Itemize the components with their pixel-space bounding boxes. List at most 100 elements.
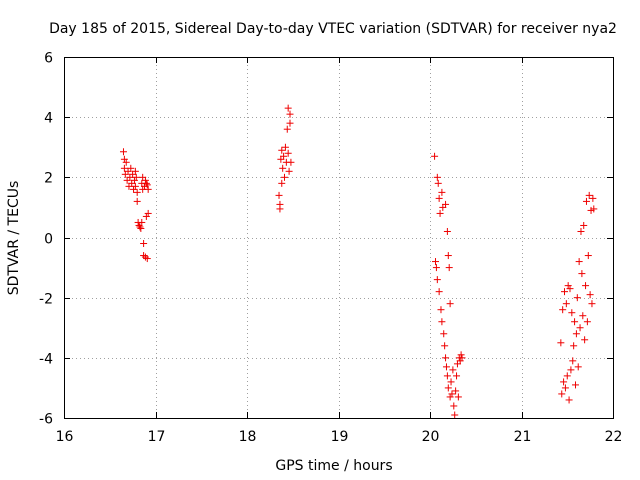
data-point xyxy=(580,221,588,229)
axis-ticks xyxy=(64,57,614,419)
data-point xyxy=(443,372,451,380)
data-point xyxy=(579,312,587,320)
data-point xyxy=(454,393,462,401)
data-point xyxy=(141,176,149,184)
data-point xyxy=(442,363,450,371)
data-point xyxy=(446,300,454,308)
data-point xyxy=(583,318,591,326)
data-point xyxy=(438,188,446,196)
data-point xyxy=(560,378,568,386)
data-point xyxy=(130,185,138,193)
data-point xyxy=(276,205,284,213)
data-point xyxy=(585,191,593,199)
data-point xyxy=(140,240,148,248)
data-point xyxy=(137,224,145,232)
data-point xyxy=(576,324,584,332)
data-point xyxy=(558,390,566,398)
data-point xyxy=(281,143,289,151)
data-point xyxy=(563,372,571,380)
data-point xyxy=(573,294,581,302)
data-point xyxy=(443,227,451,235)
data-point xyxy=(559,306,567,314)
data-point xyxy=(286,119,294,127)
data-point xyxy=(434,179,442,187)
data-point xyxy=(574,363,582,371)
data-point xyxy=(458,354,466,362)
y-tick-labels: -6 -4 -2 0 2 4 6 xyxy=(39,51,53,428)
data-point xyxy=(133,188,141,196)
x-tick-label: 17 xyxy=(148,429,166,445)
data-point xyxy=(278,179,286,187)
data-point xyxy=(571,318,579,326)
data-point xyxy=(569,357,577,365)
data-point xyxy=(453,372,461,380)
data-point xyxy=(119,148,127,156)
data-point xyxy=(431,152,439,160)
data-point xyxy=(436,209,444,217)
data-point xyxy=(432,264,440,272)
data-point xyxy=(281,173,289,181)
grid xyxy=(64,57,613,418)
data-point xyxy=(584,252,592,260)
data-point xyxy=(143,255,151,263)
y-tick-label: 0 xyxy=(44,232,53,248)
data-point xyxy=(142,212,150,220)
y-tick-label: 2 xyxy=(44,171,53,187)
data-point xyxy=(572,330,580,338)
data-point xyxy=(444,252,452,260)
data-point xyxy=(275,191,283,199)
y-axis-label: SDTVAR / TECUs xyxy=(6,181,22,296)
data-point xyxy=(437,306,445,314)
data-point xyxy=(435,194,443,202)
data-point xyxy=(138,218,146,226)
data-point xyxy=(562,300,570,308)
data-point xyxy=(141,253,149,261)
data-point xyxy=(132,173,140,181)
x-tick-label: 20 xyxy=(422,429,440,445)
data-point xyxy=(442,200,450,208)
data-point xyxy=(447,378,455,386)
data-point xyxy=(440,330,448,338)
data-point xyxy=(144,209,152,217)
data-point xyxy=(451,411,459,419)
data-point xyxy=(568,309,576,317)
x-tick-label: 22 xyxy=(605,429,623,445)
data-point xyxy=(431,258,439,266)
data-point xyxy=(586,291,594,299)
data-points xyxy=(119,104,598,419)
data-point xyxy=(283,125,291,133)
data-point xyxy=(577,227,585,235)
data-point xyxy=(589,194,597,202)
data-point xyxy=(284,104,292,112)
data-point xyxy=(456,357,464,365)
x-tick-labels: 16 17 18 19 20 21 22 xyxy=(56,429,623,445)
data-point xyxy=(578,270,586,278)
data-point xyxy=(582,282,590,290)
data-point xyxy=(567,366,575,374)
data-point xyxy=(136,223,144,231)
data-point xyxy=(588,300,596,308)
data-point xyxy=(127,164,135,172)
data-point xyxy=(566,285,574,293)
data-point xyxy=(570,342,578,350)
data-point xyxy=(433,173,441,181)
data-point xyxy=(122,158,130,166)
data-point xyxy=(285,167,293,175)
data-point xyxy=(142,179,150,187)
x-tick-label: 18 xyxy=(239,429,257,445)
data-point xyxy=(286,110,294,118)
data-point xyxy=(582,197,590,205)
data-point xyxy=(445,264,453,272)
data-point xyxy=(449,366,457,374)
y-tick-label: -6 xyxy=(39,412,53,428)
data-point xyxy=(565,396,573,404)
data-point xyxy=(278,146,286,154)
data-point xyxy=(561,384,569,392)
data-point xyxy=(450,402,458,410)
data-point xyxy=(561,288,569,296)
data-point xyxy=(444,384,452,392)
data-point xyxy=(435,288,443,296)
data-point xyxy=(130,176,138,184)
data-point xyxy=(287,158,295,166)
